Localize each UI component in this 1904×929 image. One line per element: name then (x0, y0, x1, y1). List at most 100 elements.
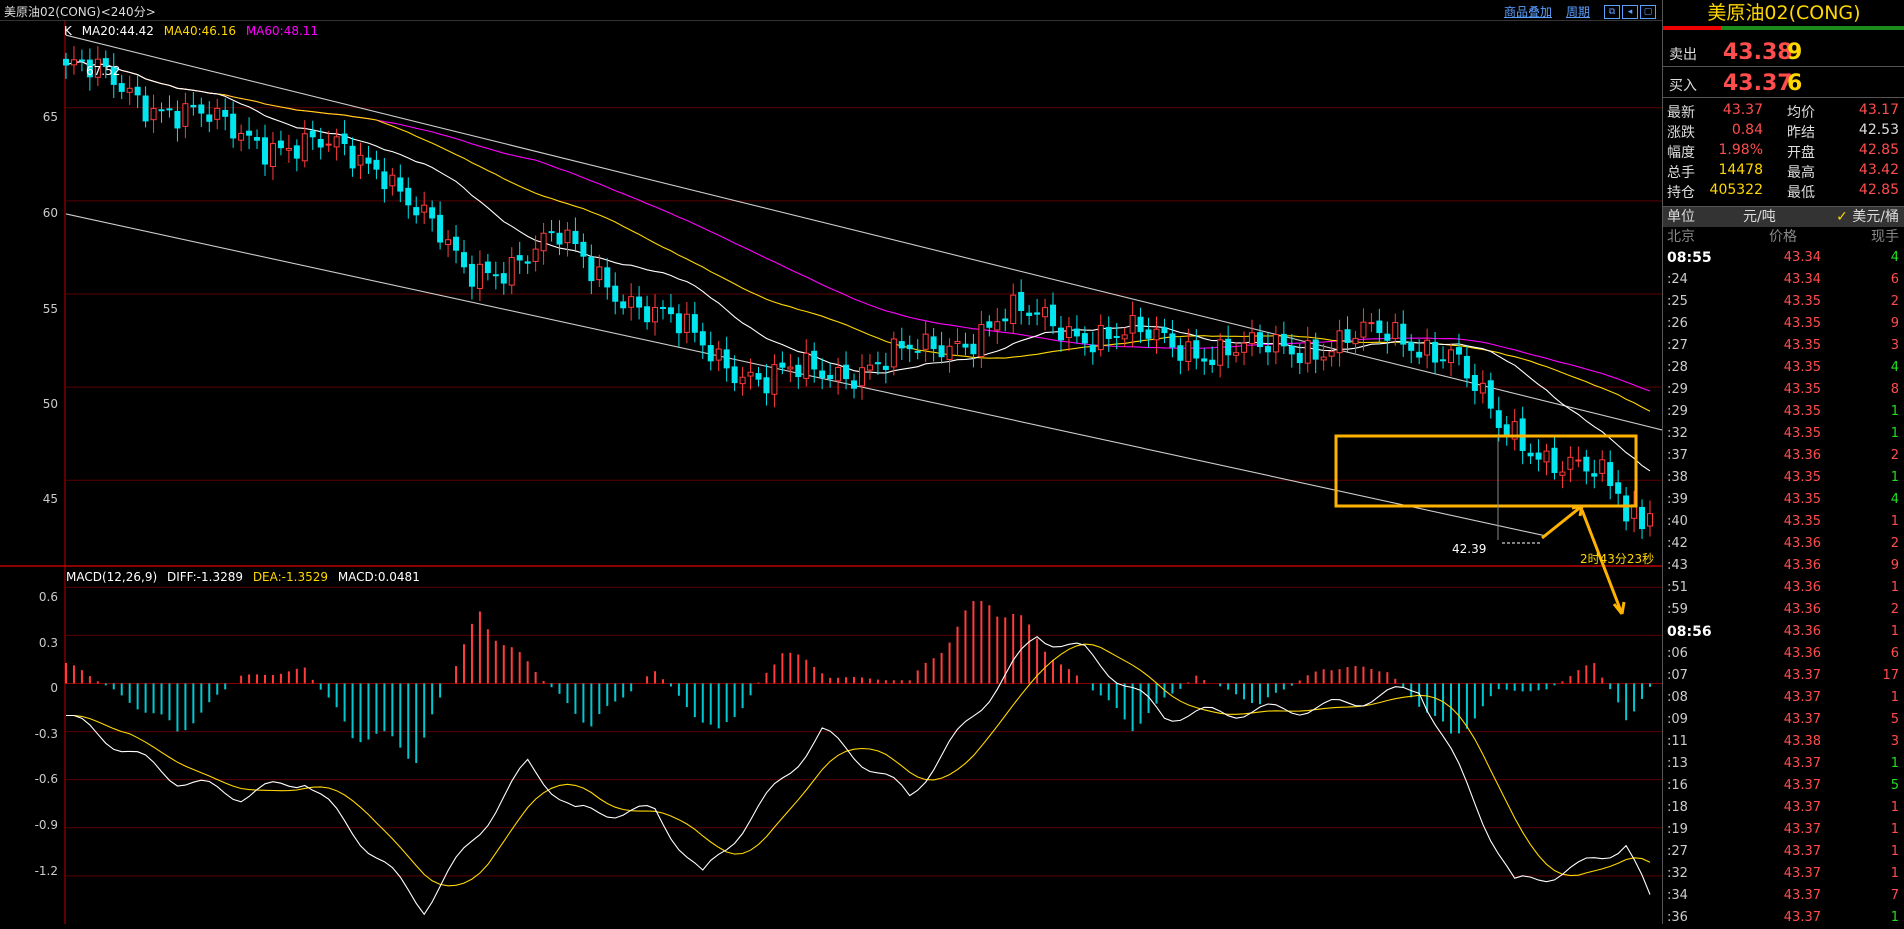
macd-legend: MACD(12,26,9) DIFF:-1.3289 DEA:-1.3529 M… (66, 570, 426, 584)
tick-price: 43.37 (1783, 844, 1821, 859)
candle-body (1647, 513, 1653, 527)
candle-body (858, 367, 865, 387)
candle-body (1153, 328, 1160, 341)
candle-body (508, 257, 515, 286)
candle-body (166, 108, 173, 111)
tick-time: :34 (1667, 888, 1688, 903)
candle-body (86, 59, 93, 78)
candle-body (230, 113, 237, 139)
quote-value: 42.53 (1858, 122, 1899, 138)
candle-body (413, 207, 420, 216)
candle-body (1280, 333, 1287, 347)
ma40-label: MA40:46.16 (163, 24, 236, 38)
tick-price: 43.35 (1783, 426, 1821, 441)
candle-body (1193, 340, 1200, 359)
kline-chart[interactable] (0, 0, 1662, 924)
quote-key: 总手 (1667, 165, 1695, 181)
candle-body (580, 241, 587, 257)
candle-body (755, 373, 762, 380)
sell-row[interactable]: 卖出 43.38 9 (1663, 36, 1904, 67)
candle-body (588, 256, 595, 282)
candle-body (1249, 332, 1256, 344)
candle-body (1217, 339, 1224, 366)
tick-time: :32 (1667, 426, 1688, 441)
unit-bar[interactable]: 单位 元/吨 ✓ 美元/桶 (1663, 207, 1904, 227)
candle-body (739, 376, 746, 385)
tick-qty: 1 (1890, 404, 1899, 419)
candle-body (118, 83, 125, 92)
y-tick-label: 65 (42, 110, 58, 124)
candle-body (898, 341, 905, 349)
quote-value: 14478 (1718, 162, 1763, 178)
candle-body (1129, 315, 1136, 334)
tick-qty: 2 (1890, 294, 1899, 309)
period-link[interactable]: 周期 (1565, 5, 1590, 19)
quote-key: 最低 (1787, 185, 1815, 201)
candle-body (882, 365, 889, 370)
candle-body (644, 306, 651, 323)
chart-area[interactable]: 美原油02(CONG)<240分> 商品叠加 周期 ⧉ ◂ ▢ K MA20:4… (0, 0, 1662, 924)
candle-body (468, 263, 475, 287)
candle-body (341, 133, 348, 145)
tick-time: :19 (1667, 822, 1688, 837)
window-restore-icon[interactable]: ⧉ (1604, 4, 1620, 19)
tick-row: :08 43.37 1 (1663, 687, 1904, 709)
candle-body (476, 263, 483, 290)
sell-label: 卖出 (1669, 47, 1697, 63)
tick-price: 43.36 (1783, 624, 1821, 639)
unit-usd-per-barrel[interactable]: ✓ 美元/桶 (1836, 207, 1899, 227)
candle-body (301, 133, 308, 162)
tick-price: 43.37 (1783, 756, 1821, 771)
unit-yuan-per-ton[interactable]: 元/吨 (1743, 209, 1776, 225)
tick-qty: 3 (1890, 338, 1899, 353)
quote-row: 总手 14478 最高 43.42 (1663, 162, 1904, 182)
candle-body (612, 285, 619, 302)
candle-body (182, 103, 189, 127)
candle-body (1018, 291, 1025, 312)
low-price-label: 42.39 (1452, 542, 1487, 556)
candle-body (445, 239, 452, 246)
candle-body (1432, 341, 1439, 363)
tick-time: :59 (1667, 602, 1688, 617)
candle-body (1185, 341, 1192, 362)
candle-body (269, 143, 276, 168)
quote-value: 43.17 (1858, 102, 1899, 118)
ma60-label: MA60:48.11 (245, 24, 319, 38)
candle-body (1400, 323, 1407, 345)
candle-body (1233, 352, 1240, 356)
candle-body (222, 109, 229, 117)
candle-body (970, 343, 977, 355)
candle-body (1010, 294, 1017, 325)
overlay-product-link[interactable]: 商品叠加 (1503, 5, 1552, 19)
quote-panel: 美原油02(CONG) 卖出 43.38 9 买入 43.37 6 最新 43.3… (1662, 0, 1904, 925)
quote-value: 0.84 (1731, 122, 1763, 138)
candle-body (238, 132, 245, 141)
candle-body (1527, 452, 1534, 457)
window-prev-icon[interactable]: ◂ (1622, 4, 1638, 19)
tick-qty: 6 (1890, 272, 1899, 287)
tick-time: :08 (1667, 690, 1688, 705)
candle-body (214, 107, 221, 120)
candle-body (1583, 456, 1590, 472)
window-max-icon[interactable]: ▢ (1640, 4, 1656, 19)
quote-key: 昨结 (1787, 125, 1815, 141)
quote-value: 42.85 (1858, 142, 1899, 158)
tick-row: :16 43.37 5 (1663, 775, 1904, 797)
candle-body (946, 345, 953, 360)
candle-body (381, 171, 388, 190)
tick-price: 43.36 (1783, 448, 1821, 463)
candle-body (1137, 316, 1144, 333)
tick-price: 43.36 (1783, 558, 1821, 573)
macd-tick-label: 0.3 (38, 636, 58, 650)
candle-body (293, 145, 300, 159)
tick-list[interactable]: 08:55 43.34 4:24 43.34 6:25 43.35 2:26 43.35 9:2… (1663, 247, 1904, 929)
buy-row[interactable]: 买入 43.37 6 (1663, 67, 1904, 98)
candle-body (365, 157, 372, 164)
tick-row: :32 43.35 1 (1663, 423, 1904, 445)
tick-time: :40 (1667, 514, 1688, 529)
candle-body (389, 174, 396, 187)
candle-body (198, 104, 205, 114)
candle-body (1177, 345, 1184, 361)
candle-body (349, 145, 356, 169)
buy-volume: 6 (1787, 71, 1803, 96)
